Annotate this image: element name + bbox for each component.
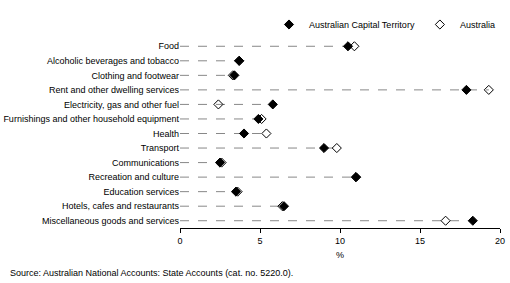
svg-text:Communications: Communications xyxy=(112,158,180,168)
svg-text:0: 0 xyxy=(177,236,182,246)
svg-text:15: 15 xyxy=(415,236,425,246)
svg-text:Australia: Australia xyxy=(460,20,495,30)
svg-text:Food: Food xyxy=(158,41,179,51)
svg-text:Education services: Education services xyxy=(103,187,179,197)
svg-text:20: 20 xyxy=(495,236,505,246)
svg-text:Source: Australian National Ac: Source: Australian National Accounts: St… xyxy=(10,268,293,278)
svg-text:Australian Capital Territory: Australian Capital Territory xyxy=(309,20,415,30)
svg-text:Miscellaneous goods and servic: Miscellaneous goods and services xyxy=(42,216,180,226)
svg-text:Recreation and culture: Recreation and culture xyxy=(88,172,179,182)
svg-text:Health: Health xyxy=(153,129,179,139)
svg-text:Transport: Transport xyxy=(141,143,180,153)
svg-text:10: 10 xyxy=(335,236,345,246)
svg-text:Furnishings and other househol: Furnishings and other household equipmen… xyxy=(3,114,179,124)
svg-text:Clothing and footwear: Clothing and footwear xyxy=(91,71,179,81)
svg-text:%: % xyxy=(336,250,344,260)
svg-text:Electricity, gas and other fue: Electricity, gas and other fuel xyxy=(64,100,179,110)
svg-text:Hotels, cafes and restaurants: Hotels, cafes and restaurants xyxy=(62,201,180,211)
svg-text:Alcoholic beverages and tobacc: Alcoholic beverages and tobacco xyxy=(47,56,179,66)
svg-text:5: 5 xyxy=(257,236,262,246)
svg-text:Rent and other dwelling servic: Rent and other dwelling services xyxy=(49,85,180,95)
